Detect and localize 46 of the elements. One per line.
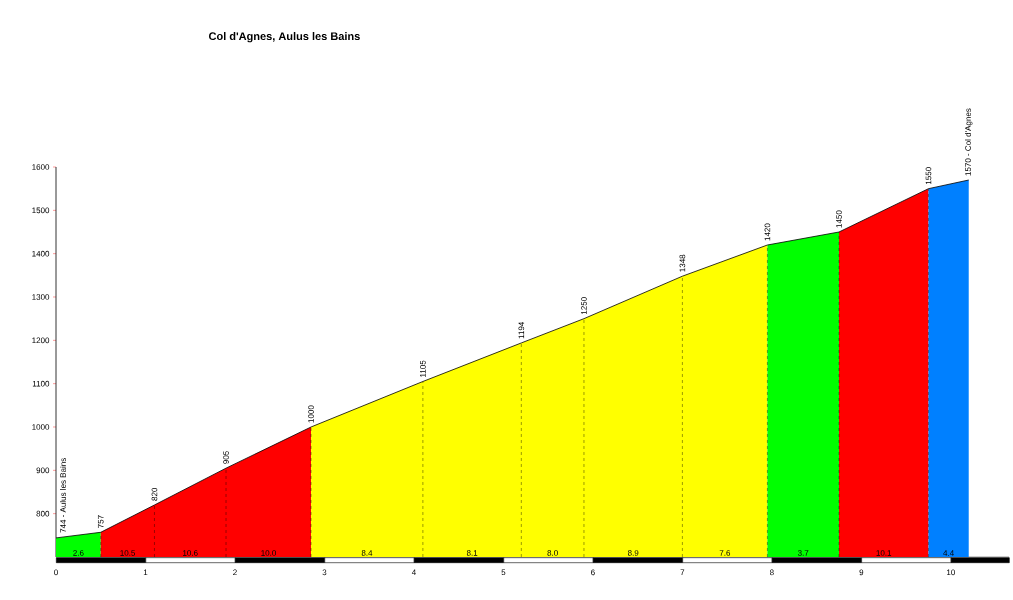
data-label: 1348 [679, 254, 686, 272]
x-tick-label: 2 [233, 569, 237, 576]
data-label: 1550 [925, 167, 932, 185]
annotation: 10.5 [120, 550, 136, 556]
y-tick-label: 1400 [32, 250, 50, 257]
x-tick-label: 10 [946, 569, 955, 576]
y-tick-label: 1300 [32, 294, 50, 300]
x-tick-label: 0 [54, 569, 58, 576]
annotation: 8.1 [466, 550, 478, 556]
x-tick-label: 3 [322, 569, 327, 576]
y-tick-label: 1100 [32, 380, 50, 387]
annotation: 3.7 [797, 550, 809, 556]
data-label: 1000 [308, 405, 314, 423]
annotation: 8.0 [547, 550, 558, 556]
annotation: 7.6 [719, 550, 731, 556]
x-tick-label: 9 [859, 569, 864, 576]
x-tick-label: 4 [411, 569, 416, 576]
annotation: 10.1 [876, 550, 892, 556]
y-tick-label: 1600 [32, 164, 50, 170]
chart-title: Col d'Agnes, Aulus les Bains [209, 32, 360, 43]
x-tick-label: 5 [501, 569, 506, 576]
annotation: 4.4 [943, 550, 954, 556]
data-label: 744 - Aulus les Bains [60, 458, 66, 533]
x-tick-label: 7 [680, 569, 685, 576]
data-label: 820 [151, 487, 158, 501]
annotation: 8.9 [627, 550, 639, 556]
x-tick-label: 1 [143, 569, 148, 576]
y-tick-label: 1200 [32, 337, 50, 344]
annotation: 10.0 [261, 550, 277, 556]
x-tick-label: 6 [591, 569, 595, 576]
y-tick-label: 900 [36, 467, 50, 474]
data-label: 757 [97, 515, 104, 528]
annotation: 8.4 [361, 550, 373, 556]
annotation: 2.6 [73, 550, 84, 556]
y-tick-label: 1000 [32, 424, 50, 430]
data-label: 1194 [518, 321, 525, 339]
data-label: 1450 [836, 210, 842, 228]
y-tick-label: 1500 [32, 207, 50, 214]
data-label: 905 [223, 451, 229, 464]
y-tick-label: 800 [36, 510, 50, 517]
annotation: 10.6 [183, 550, 198, 556]
data-label: 1105 [420, 360, 426, 377]
data-label: 1420 [764, 223, 771, 241]
data-label: 1570 - Col d'Agnes [964, 108, 973, 176]
x-tick-label: 8 [769, 569, 774, 576]
data-label: 1250 [581, 297, 587, 315]
